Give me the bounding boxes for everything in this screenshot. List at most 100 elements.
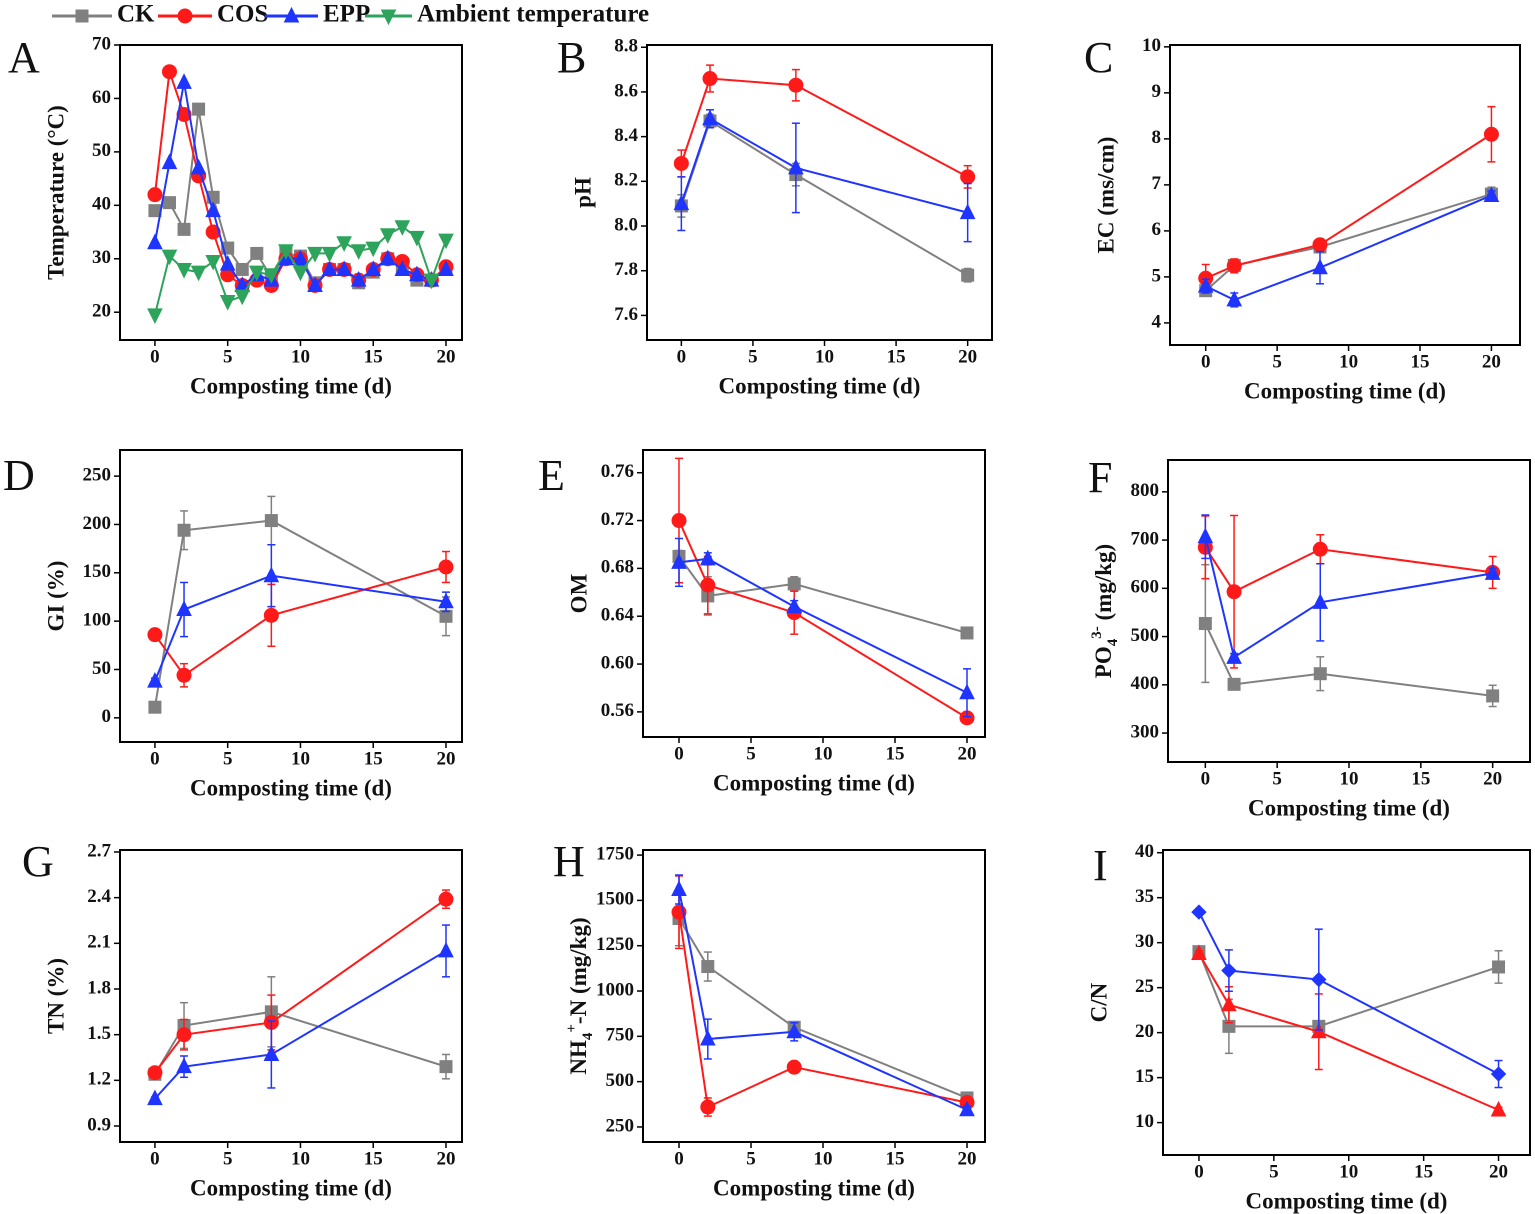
marker bbox=[702, 71, 718, 87]
marker bbox=[205, 224, 221, 240]
marker bbox=[190, 158, 207, 175]
plot-frame bbox=[642, 449, 986, 738]
marker bbox=[176, 1057, 192, 1074]
x-tick-label: 15 bbox=[886, 743, 905, 764]
marker bbox=[960, 169, 976, 185]
y-axis-label: OM bbox=[566, 573, 591, 613]
marker bbox=[1221, 995, 1237, 1012]
series-line bbox=[1205, 193, 1492, 292]
x-tick-label: 10 bbox=[1340, 768, 1359, 789]
y-tick-label: 800 bbox=[1131, 480, 1160, 501]
x-tick-label: 0 bbox=[1201, 768, 1211, 789]
y-tick-label: 30 bbox=[1135, 931, 1154, 952]
marker bbox=[1313, 667, 1327, 681]
series-line bbox=[678, 555, 968, 634]
x-axis-label: Composting time (d) bbox=[1246, 1188, 1448, 1213]
marker bbox=[147, 1089, 163, 1106]
marker bbox=[263, 566, 280, 583]
x-tick-label: 10 bbox=[291, 748, 310, 769]
y-tick-label: 0.9 bbox=[87, 1114, 111, 1135]
y-axis-label: C/N bbox=[1086, 982, 1111, 1022]
y-axis-label: NH4+-N (mg/kg) bbox=[564, 917, 596, 1074]
legend-marker bbox=[380, 9, 397, 26]
x-axis-label: Composting time (d) bbox=[713, 770, 915, 795]
marker bbox=[192, 102, 206, 116]
y-tick-label: 7.6 bbox=[614, 304, 638, 325]
series-line bbox=[680, 119, 969, 277]
marker bbox=[961, 268, 975, 282]
marker bbox=[438, 891, 454, 907]
x-tick-label: 15 bbox=[1411, 768, 1430, 789]
y-tick-label: 4 bbox=[1152, 311, 1162, 332]
plot-frame bbox=[119, 44, 463, 341]
series-line bbox=[678, 520, 968, 719]
series-line bbox=[154, 574, 447, 682]
y-tick-label: 8.6 bbox=[614, 80, 638, 101]
y-axis-label: GI (%) bbox=[43, 561, 68, 632]
legend-label: EPP bbox=[323, 1, 370, 28]
marker bbox=[1312, 541, 1328, 557]
y-tick-label: 0.56 bbox=[601, 700, 634, 721]
x-tick-label: 5 bbox=[1272, 768, 1282, 789]
marker bbox=[176, 667, 192, 683]
marker bbox=[1484, 564, 1501, 580]
x-axis-label: Composting time (d) bbox=[719, 373, 921, 398]
marker bbox=[394, 260, 411, 276]
y-tick-label: 8.0 bbox=[614, 214, 638, 235]
marker bbox=[438, 941, 454, 958]
panel-label: E bbox=[538, 451, 565, 500]
marker bbox=[1226, 258, 1242, 274]
series-line bbox=[1205, 133, 1492, 280]
y-tick-label: 500 bbox=[606, 1070, 635, 1091]
x-tick-label: 15 bbox=[1411, 351, 1430, 372]
marker bbox=[350, 271, 367, 287]
marker bbox=[190, 265, 207, 282]
y-axis-label-part: PO bbox=[1091, 646, 1116, 678]
legend-label: COS bbox=[217, 1, 268, 28]
marker bbox=[671, 880, 687, 897]
legend-label: Ambient temperature bbox=[417, 1, 649, 28]
marker bbox=[960, 626, 974, 640]
marker bbox=[161, 153, 178, 170]
y-tick-label: 300 bbox=[1131, 721, 1160, 742]
x-tick-label: 20 bbox=[958, 346, 977, 367]
marker bbox=[700, 577, 716, 593]
series-line bbox=[1198, 911, 1500, 1075]
marker bbox=[235, 262, 249, 276]
marker bbox=[1226, 290, 1243, 307]
marker bbox=[394, 220, 411, 236]
y-axis-label: Temperature (°C) bbox=[43, 105, 68, 280]
x-axis-label: Composting time (d) bbox=[190, 373, 392, 398]
marker bbox=[147, 233, 163, 250]
y-tick-label: 1.2 bbox=[87, 1069, 111, 1090]
series-line bbox=[153, 519, 447, 708]
marker bbox=[219, 295, 236, 311]
y-tick-label: 25 bbox=[1135, 976, 1154, 997]
x-axis-label: Composting time (d) bbox=[1248, 795, 1450, 820]
x-tick-label: 20 bbox=[436, 346, 455, 367]
series-line bbox=[678, 917, 968, 1099]
marker bbox=[147, 187, 163, 203]
y-tick-label: 0 bbox=[102, 706, 112, 727]
panel-label: I bbox=[1093, 841, 1108, 890]
marker bbox=[176, 73, 192, 89]
marker bbox=[263, 607, 279, 623]
x-tick-label: 15 bbox=[364, 1148, 383, 1169]
marker bbox=[1311, 971, 1327, 988]
x-tick-label: 5 bbox=[746, 743, 756, 764]
x-tick-label: 10 bbox=[291, 1148, 310, 1169]
series-line bbox=[1198, 952, 1499, 1111]
x-tick-label: 15 bbox=[887, 346, 906, 367]
series-line bbox=[678, 912, 968, 1109]
marker bbox=[1197, 276, 1214, 293]
marker bbox=[292, 249, 309, 266]
y-tick-label: 8 bbox=[1152, 127, 1162, 148]
y-tick-label: 2.4 bbox=[87, 886, 111, 907]
series-line bbox=[1204, 546, 1493, 593]
marker bbox=[409, 230, 425, 247]
series-line bbox=[1205, 194, 1492, 301]
panel-label: C bbox=[1084, 33, 1113, 82]
x-tick-label: 15 bbox=[1414, 1161, 1433, 1182]
y-tick-label: 1500 bbox=[596, 889, 634, 910]
marker bbox=[786, 597, 803, 614]
